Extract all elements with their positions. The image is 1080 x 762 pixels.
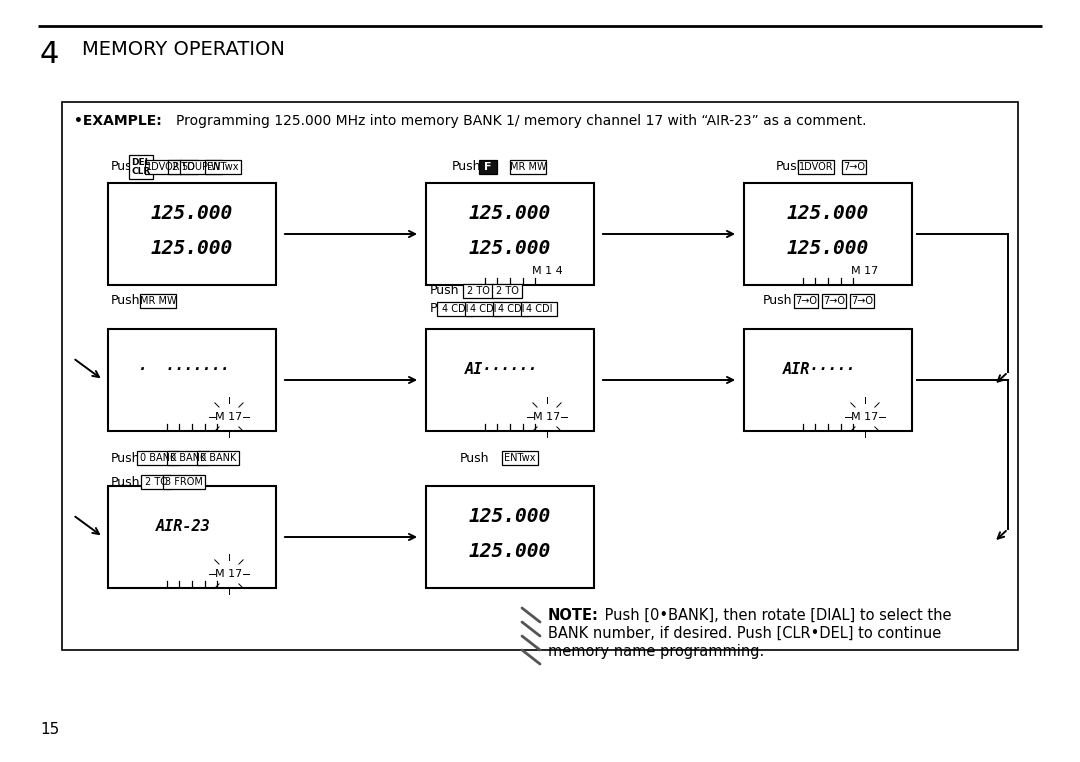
Text: Push: Push [430,284,459,297]
Text: 7→O: 7→O [823,296,845,306]
Text: Push: Push [111,161,140,174]
Text: MEMORY OPERATION: MEMORY OPERATION [82,40,285,59]
Text: 5DUP-W: 5DUP-W [181,162,220,172]
Text: MR MW: MR MW [510,162,546,172]
Text: 1DVOR: 1DVOR [799,162,834,172]
Text: 4 CDI: 4 CDI [470,304,496,314]
Text: 125.000: 125.000 [787,239,869,258]
Text: 4 CDI: 4 CDI [442,304,469,314]
Text: 125.000: 125.000 [469,542,551,561]
Bar [822,294,847,308]
Text: Push: Push [762,294,793,308]
Bar [465,302,501,316]
Bar [480,160,497,174]
Text: 2 TO: 2 TO [172,162,194,172]
Bar [167,160,198,174]
Bar [492,302,529,316]
Text: 125.000: 125.000 [787,204,869,223]
Text: Push: Push [111,475,140,488]
Text: 125.000: 125.000 [469,204,551,223]
Text: ENTwx: ENTwx [504,453,536,463]
Bar [491,284,522,298]
Text: 4 CDI: 4 CDI [498,304,524,314]
Text: 125.000: 125.000 [469,239,551,258]
Text: M 17: M 17 [851,412,879,422]
Bar [850,294,874,308]
Bar [794,294,819,308]
Text: 7→O: 7→O [795,296,816,306]
Text: BANK number, if desired. Push [CLR•DEL] to continue: BANK number, if desired. Push [CLR•DEL] … [548,626,942,641]
Text: AIR·····: AIR····· [783,362,856,377]
Text: 7→O: 7→O [851,296,873,306]
Text: M 1 4: M 1 4 [531,266,563,276]
Text: ENTwx: ENTwx [207,162,239,172]
Text: 4 CDI: 4 CDI [526,304,552,314]
Bar [163,475,205,489]
Text: M 17: M 17 [851,266,879,276]
Text: DEL: DEL [132,158,151,167]
Text: 2 TO: 2 TO [145,477,167,487]
Bar [426,486,594,588]
Bar [137,451,179,465]
Bar [521,302,557,316]
Text: M 17: M 17 [534,412,561,422]
Text: MR MW: MR MW [139,296,176,306]
Bar [463,284,494,298]
Text: Push: Push [453,161,482,174]
Text: NOTE:: NOTE: [548,608,599,623]
Text: Push: Push [111,452,140,465]
Bar [502,451,538,465]
Text: memory name programming.: memory name programming. [548,644,765,659]
Text: M 17: M 17 [215,569,243,579]
Bar [426,183,594,285]
Bar [744,183,912,285]
Bar [205,160,241,174]
Bar [167,451,208,465]
Text: F: F [484,162,491,172]
Bar [841,160,866,174]
Bar [426,329,594,431]
Bar [145,160,181,174]
Text: 1DVOR: 1DVOR [146,162,180,172]
Text: 0 BANK: 0 BANK [139,453,176,463]
Bar [180,160,221,174]
Text: M 17: M 17 [215,412,243,422]
Bar [129,155,153,179]
Text: 2 TO: 2 TO [496,286,518,296]
Text: 0 BANK: 0 BANK [170,453,206,463]
Text: 15: 15 [40,722,59,738]
Text: CLR: CLR [132,167,150,176]
Bar [108,486,276,588]
Bar [108,329,276,431]
Text: 125.000: 125.000 [151,239,233,258]
Bar [62,102,1018,650]
Bar [140,475,171,489]
Text: Push: Push [460,452,489,465]
Bar [798,160,834,174]
Text: 7→O: 7→O [843,162,865,172]
Text: 3 FROM: 3 FROM [165,477,203,487]
Bar [140,294,176,308]
Text: AIR-23: AIR-23 [157,519,211,534]
Text: AI······: AI······ [465,362,538,377]
Text: Programming 125.000 MHz into memory BANK 1/ memory channel 17 with “AIR-23” as a: Programming 125.000 MHz into memory BANK… [176,114,866,128]
Text: 125.000: 125.000 [469,507,551,526]
Bar [510,160,546,174]
Bar [437,302,473,316]
Text: 2 TO: 2 TO [467,286,489,296]
Text: 0 BANK: 0 BANK [200,453,237,463]
Text: 125.000: 125.000 [151,204,233,223]
Bar [108,183,276,285]
Text: •EXAMPLE:: •EXAMPLE: [75,114,162,128]
Text: Push: Push [777,161,806,174]
Text: Push: Push [111,294,140,308]
Text: 4: 4 [40,40,59,69]
Text: Push: Push [430,303,459,315]
Text: ·  ·······: · ······· [138,362,229,377]
Text: Push [0•BANK], then rotate [DIAL] to select the: Push [0•BANK], then rotate [DIAL] to sel… [600,608,951,623]
Bar [744,329,912,431]
Bar [197,451,239,465]
